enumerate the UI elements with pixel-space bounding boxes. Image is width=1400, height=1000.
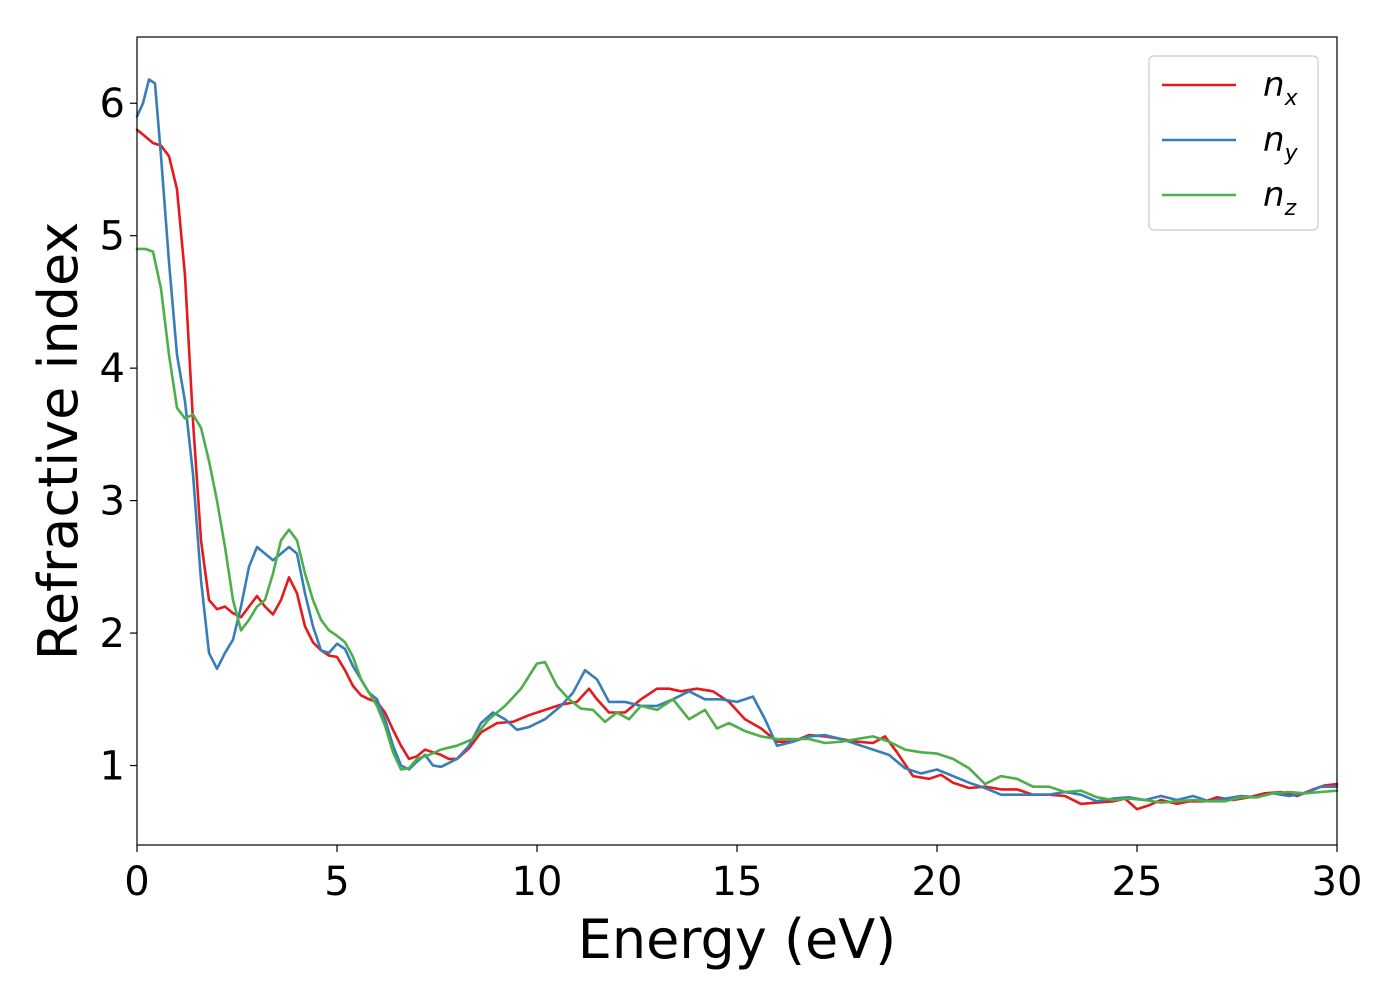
x-axis: 0 5 10 15 20 25 30 [124, 845, 1362, 905]
legend-box [1148, 55, 1319, 231]
series-layer [135, 78, 1339, 811]
x-tick-label: 0 [124, 859, 149, 905]
y-tick-label: 1 [100, 744, 125, 790]
legend-label-base: n [1263, 65, 1285, 105]
x-tick-label: 20 [912, 859, 963, 905]
legend-label-subscript: x [1284, 86, 1299, 111]
y-tick-label: 6 [100, 81, 125, 127]
y-tick-label: 5 [100, 214, 125, 260]
legend-label-base: n [1263, 175, 1285, 215]
x-tick-label: 5 [324, 859, 349, 905]
legend-label-base: n [1263, 120, 1285, 160]
legend-label-n-y: ny [1263, 120, 1299, 166]
legend-label-n-z: nz [1263, 175, 1297, 221]
legend-label-subscript: z [1284, 196, 1297, 221]
y-axis: 1 2 3 4 5 6 [100, 81, 137, 790]
y-tick-label: 2 [100, 611, 125, 657]
x-tick-label: 25 [1112, 859, 1163, 905]
series-line-n-x [135, 128, 1339, 811]
y-axis-label: Refractive index [27, 222, 90, 661]
series-line-n-y [135, 78, 1339, 803]
legend-label-n-x: nx [1263, 65, 1299, 111]
x-tick-label: 10 [512, 859, 563, 905]
x-axis-label: Energy (eV) [578, 908, 897, 971]
x-tick-label: 30 [1312, 859, 1363, 905]
legend-label-subscript: y [1284, 141, 1299, 166]
y-tick-label: 4 [100, 346, 125, 392]
series-line-n-z [135, 247, 1339, 804]
y-tick-label: 3 [100, 479, 125, 525]
x-tick-label: 15 [712, 859, 763, 905]
